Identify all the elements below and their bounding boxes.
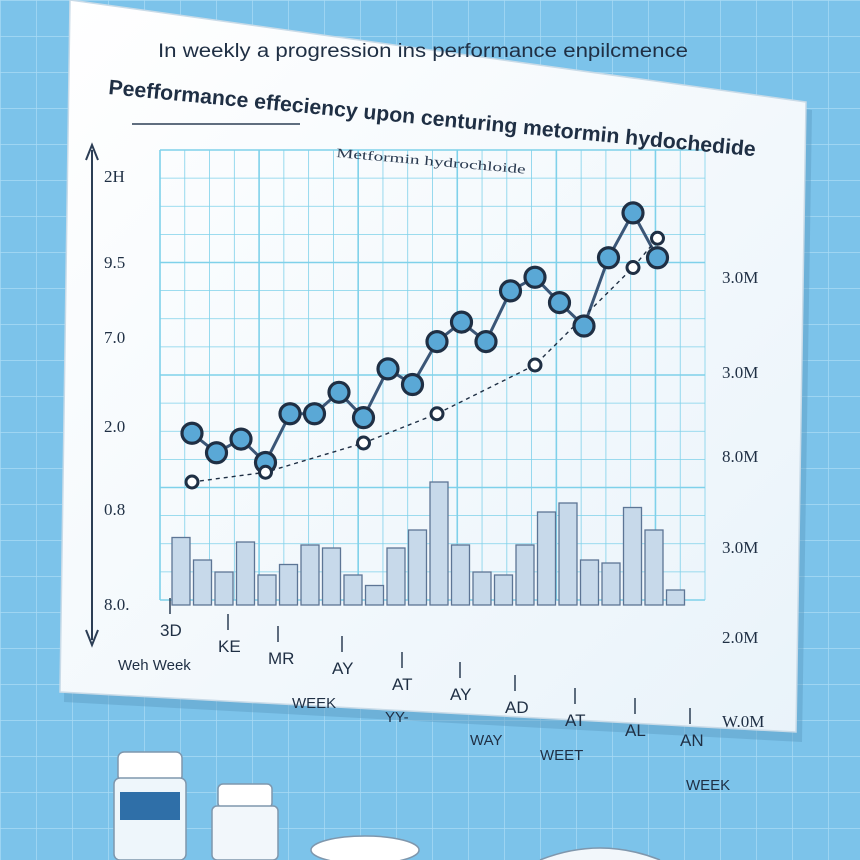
x-tick-label: AL: [625, 721, 646, 740]
right-tick-label: 8.0M: [722, 447, 758, 466]
bar: [601, 562, 621, 606]
bar: [278, 563, 299, 606]
bar: [665, 589, 686, 606]
open-marker: [650, 230, 665, 246]
bar: [192, 559, 213, 606]
left-tick-label: 2.0: [104, 417, 125, 436]
bar: [364, 584, 385, 606]
right-tick-label: 2.0M: [722, 628, 758, 647]
bottle-2: [211, 805, 279, 860]
x-tick-label: AD: [505, 698, 529, 717]
x-week-label: WEEK: [292, 695, 336, 712]
series-marker: [596, 246, 621, 270]
right-tick-label: W.0M: [722, 712, 764, 731]
left-tick-label: 2H: [104, 167, 125, 186]
right-tick-label: 3.0M: [722, 268, 758, 287]
x-week-label: WEEK: [686, 777, 730, 794]
left-tick-labels: 2H 9.5 7.0 2.0 0.8 8.0.: [104, 167, 130, 614]
bar: [300, 544, 320, 606]
open-marker: [625, 260, 641, 275]
x-tick-label: KE: [218, 637, 241, 656]
bar: [579, 559, 600, 606]
bar: [257, 574, 277, 606]
series-marker: [449, 310, 474, 334]
x-tick-label: AN: [680, 731, 704, 750]
right-tick-label: 3.0M: [722, 538, 758, 557]
series-marker: [474, 330, 498, 354]
x-tick-label: AT: [392, 675, 412, 694]
chart-title-line1: In weekly a progression ins performance …: [158, 41, 688, 62]
x-tick-labels-row2: Weh Week WEEK YY- WAY WEET WEEK: [118, 657, 730, 794]
open-marker: [429, 406, 445, 422]
x-week-label: WEET: [540, 747, 583, 764]
left-tick-label: 8.0.: [104, 595, 130, 614]
bar: [472, 571, 492, 606]
series-marker: [498, 279, 523, 303]
left-tick-label: 7.0: [104, 328, 125, 347]
medicine-bottles-illustration: [113, 751, 661, 860]
x-tick-label: AT: [565, 711, 585, 730]
bar: [644, 529, 664, 606]
right-tick-label: 3.0M: [722, 363, 758, 382]
x-week-label: YY-: [385, 709, 409, 726]
series-marker: [278, 402, 302, 426]
bar: [407, 529, 428, 606]
bar: [171, 536, 191, 606]
bar: [321, 547, 342, 606]
pill-jar: [310, 835, 420, 860]
bar: [622, 506, 643, 606]
series-marker: [351, 406, 376, 430]
bar-series: [171, 481, 686, 606]
bar: [493, 574, 514, 606]
series-marker: [547, 291, 572, 315]
series-marker: [204, 441, 229, 465]
x-tick-label: AY: [450, 685, 471, 704]
series-marker: [425, 330, 449, 354]
series-marker: [621, 201, 645, 225]
series-marker: [376, 357, 400, 381]
bottle-label-1: [120, 792, 180, 820]
x-tick-label: 3D: [160, 621, 182, 640]
series-marker: [229, 427, 253, 451]
series-marker: [180, 421, 204, 445]
x-tick-label: AY: [332, 659, 353, 678]
pill-bottle-edge: [539, 847, 661, 860]
right-tick-labels: 3.0M 3.0M 8.0M 3.0M 2.0M W.0M: [722, 268, 764, 731]
series-marker: [645, 246, 670, 270]
open-marker: [527, 357, 543, 373]
line-markers: [180, 201, 670, 490]
bar: [386, 547, 406, 606]
open-marker: [258, 464, 273, 480]
left-tick-label: 0.8: [104, 500, 125, 519]
open-marker: [184, 474, 200, 490]
open-marker: [356, 435, 371, 451]
series-marker: [302, 402, 327, 426]
bottle-cap-2: [217, 783, 273, 809]
bar: [450, 544, 471, 606]
series-marker: [400, 372, 425, 397]
bar: [429, 481, 449, 606]
left-axis-arrow: [85, 142, 99, 648]
bar: [343, 574, 363, 606]
series-marker: [327, 380, 351, 404]
bar: [558, 502, 578, 606]
bar: [515, 544, 535, 606]
x-tick-label: MR: [268, 649, 294, 668]
left-tick-label: 9.5: [104, 253, 125, 272]
series-marker: [523, 265, 547, 289]
bar: [536, 511, 557, 606]
bar: [214, 571, 234, 606]
bar: [235, 541, 256, 606]
x-week-label: Weh Week: [118, 657, 191, 674]
x-tick-labels-row1: 3D KE MR AY AT AY AD AT AL AN: [160, 598, 704, 750]
series-marker: [572, 314, 596, 338]
x-week-label: WAY: [470, 732, 503, 749]
